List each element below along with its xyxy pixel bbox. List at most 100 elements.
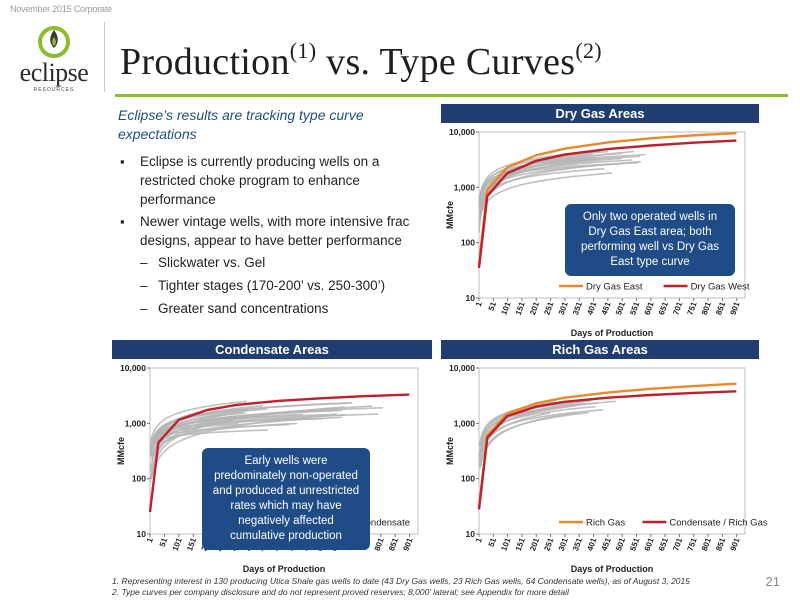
- y-tick-label: 10,000: [120, 363, 146, 373]
- y-tick-label: 1,000: [454, 182, 476, 192]
- well-curve: [150, 422, 298, 456]
- well-curve: [478, 405, 576, 462]
- x-tick-label: 851: [387, 536, 400, 552]
- bullet-item: Eclipse is currently producing wells on …: [118, 152, 418, 209]
- x-tick-label: 1: [474, 300, 484, 308]
- x-tick-label: 51: [487, 536, 499, 548]
- bullet-item: Newer vintage wells, with more intensive…: [118, 212, 418, 250]
- logo-wordmark: eclipse: [19, 58, 89, 87]
- x-tick-label: 51: [158, 536, 170, 548]
- y-tick-label: 10: [466, 529, 476, 539]
- type-curve-line: [477, 132, 737, 265]
- x-tick-label: 751: [686, 300, 699, 316]
- footnote-2: 2. Type curves per company disclosure an…: [112, 587, 569, 597]
- x-tick-label: 351: [571, 300, 584, 316]
- x-axis-title: Days of Production: [571, 564, 654, 574]
- x-tick-label: 101: [171, 536, 184, 552]
- logo-subtitle: RESOURCES: [33, 87, 75, 93]
- callout-dry-gas: Only two operated wells in Dry Gas East …: [565, 204, 735, 276]
- x-tick-label: 751: [686, 536, 699, 552]
- y-tick-label: 1,000: [454, 418, 476, 428]
- x-tick-label: 551: [628, 300, 641, 316]
- x-tick-label: 701: [671, 536, 684, 552]
- sub-bullet-item: Greater sand concentrations: [118, 299, 418, 318]
- x-axis-title: Days of Production: [243, 564, 326, 574]
- x-tick-label: 1: [145, 536, 155, 544]
- page-number: 21: [765, 574, 780, 589]
- x-tick-label: 801: [700, 536, 713, 552]
- title-footnote-ref-2: (2): [575, 38, 602, 63]
- sub-bullet-item: Slickwater vs. Gel: [118, 253, 418, 272]
- x-tick-label: 401: [585, 300, 598, 316]
- legend-label: Dry Gas East: [586, 282, 643, 293]
- y-axis-title: MMcfe: [445, 437, 455, 465]
- well-curve: [479, 412, 551, 466]
- x-tick-label: 501: [614, 300, 627, 316]
- x-tick-label: 301: [557, 300, 570, 316]
- x-tick-label: 901: [729, 536, 742, 552]
- x-tick-label: 451: [600, 300, 613, 316]
- legend-label: Dry Gas West: [691, 282, 750, 293]
- y-axis-title: MMcfe: [116, 437, 126, 465]
- intro-text: Eclipse’s results are tracking type curv…: [118, 107, 364, 142]
- x-tick-label: 101: [499, 300, 512, 316]
- well-curve: [150, 400, 247, 441]
- x-tick-label: 601: [643, 536, 656, 552]
- x-tick-label: 601: [643, 300, 656, 316]
- x-tick-label: 451: [600, 536, 613, 552]
- type-curve-line: [477, 382, 737, 508]
- well-curve: [149, 429, 269, 450]
- y-tick-label: 10,000: [449, 127, 475, 137]
- x-tick-label: 401: [585, 536, 598, 552]
- x-tick-label: 151: [514, 300, 527, 316]
- x-tick-label: 801: [373, 536, 386, 552]
- well-curve: [478, 405, 596, 456]
- legend-label: Rich Gas: [586, 518, 625, 529]
- x-tick-label: 901: [729, 300, 742, 316]
- x-tick-label: 851: [714, 300, 727, 316]
- x-tick-label: 251: [542, 536, 555, 552]
- x-tick-label: 701: [671, 300, 684, 316]
- callout-condensate: Early wells were predominately non-opera…: [202, 448, 370, 550]
- x-tick-label: 901: [401, 536, 414, 552]
- y-tick-label: 1,000: [125, 418, 147, 428]
- y-tick-label: 100: [461, 474, 475, 484]
- x-tick-label: 301: [557, 536, 570, 552]
- y-tick-label: 100: [461, 238, 475, 248]
- y-tick-label: 10: [137, 529, 147, 539]
- y-axis-title: MMcfe: [445, 201, 455, 229]
- x-tick-label: 201: [528, 300, 541, 316]
- type-curve-line: [477, 139, 737, 269]
- title-text: Production: [120, 41, 290, 83]
- deck-date-label: November 2015 Corporate: [10, 4, 112, 14]
- x-tick-label: 801: [700, 300, 713, 316]
- panel-title-rich-gas: Rich Gas Areas: [441, 340, 759, 359]
- flame-icon: [38, 26, 70, 58]
- x-tick-label: 151: [514, 536, 527, 552]
- y-tick-label: 100: [132, 474, 146, 484]
- x-tick-label: 501: [614, 536, 627, 552]
- x-tick-label: 51: [487, 300, 499, 312]
- panel-title-dry-gas: Dry Gas Areas: [441, 104, 759, 123]
- header-divider: [104, 22, 105, 92]
- x-tick-label: 551: [628, 536, 641, 552]
- footnote-1: 1. Representing interest in 130 producin…: [112, 576, 690, 586]
- x-tick-label: 151: [185, 536, 198, 552]
- page-title: Production(1) vs. Type Curves(2): [120, 38, 602, 84]
- well-curve: [478, 153, 646, 207]
- y-tick-label: 10,000: [449, 363, 475, 373]
- type-curve-line: [148, 393, 410, 513]
- plot-area: [478, 367, 746, 535]
- chart-rich-gas: 10 100 1,000 10,000 1 51 101 151 201 251 301 351 401…: [441, 360, 768, 576]
- x-tick-label: 851: [714, 536, 727, 552]
- title-text-2: vs. Type Curves: [316, 41, 576, 83]
- x-tick-label: 101: [499, 536, 512, 552]
- bullet-list: Eclipse is currently producing wells on …: [118, 152, 418, 322]
- title-footnote-ref-1: (1): [289, 38, 317, 63]
- panel-title-condensate: Condensate Areas: [112, 340, 432, 359]
- sub-bullet-item: Tighter stages (170-200’ vs. 250-300’): [118, 276, 418, 295]
- type-curve-line: [477, 390, 737, 510]
- x-axis-title: Days of Production: [571, 328, 654, 338]
- well-curve: [478, 150, 609, 209]
- company-logo: eclipse RESOURCES: [8, 18, 100, 100]
